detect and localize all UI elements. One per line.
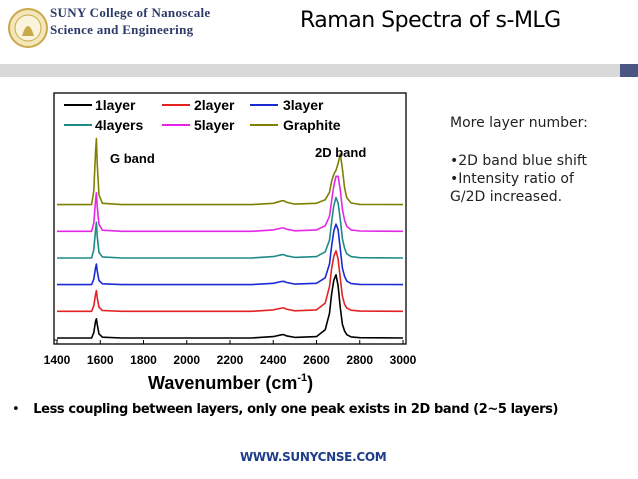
g-band-label: G band (110, 151, 155, 166)
logo-line2: Science and Engineering (50, 22, 194, 37)
x-tick-label: 2000 (173, 353, 200, 367)
side-note: More layer number: •2D band blue shift •… (450, 114, 588, 206)
series-line-5layer (57, 175, 404, 233)
x-tick-label: 3000 (390, 353, 417, 367)
series-line-4layers (57, 196, 404, 259)
legend-label-5layer: 5layer (194, 117, 235, 133)
note-heading: More layer number: (450, 115, 588, 131)
website-link[interactable]: WWW.SUNYCNSE.COM (240, 450, 387, 464)
bottom-bullet-text: Less coupling between layers, only one p… (33, 402, 559, 417)
legend-label-3layer: 3layer (283, 97, 324, 113)
x-tick-label: 1600 (87, 353, 114, 367)
x-tick-label: 1400 (44, 353, 71, 367)
x-axis-label: Wavenumber (cm-1) (148, 372, 313, 393)
legend-label-1layer: 1layer (95, 97, 136, 113)
x-tick-label: 2800 (346, 353, 373, 367)
series-line-graphite (57, 137, 404, 206)
slide-title: Raman Spectra of s-MLG (300, 8, 561, 33)
series-line-1layer (57, 273, 404, 339)
legend: 1layer 2layer 3layer 4layers 5layer Grap… (64, 97, 341, 133)
logo-line1: SUNY College of Nanoscale (50, 5, 211, 20)
band-2d-label: 2D band (315, 145, 366, 160)
note-bullet-2: •Intensity ratio of (450, 171, 574, 187)
x-tick-label: 2600 (303, 353, 330, 367)
legend-label-4layers: 4layers (95, 117, 143, 133)
series-line-2layer (57, 250, 404, 313)
bottom-bullet: • Less coupling between layers, only one … (12, 402, 558, 417)
suny-logo (8, 8, 48, 48)
header-divider (0, 64, 620, 77)
header-accent-square (620, 64, 638, 77)
series-line-3layer (57, 223, 404, 286)
note-bullet-3: G/2D increased. (450, 189, 563, 205)
bullet-dot: • (12, 402, 20, 417)
x-tick-label: 2200 (217, 353, 244, 367)
x-tick-label: 1800 (130, 353, 157, 367)
legend-label-2layer: 2layer (194, 97, 235, 113)
note-bullet-1: •2D band blue shift (450, 153, 588, 169)
x-tick-label: 2400 (260, 353, 287, 367)
logo-text: SUNY College of Nanoscale Science and En… (50, 4, 210, 38)
legend-label-graphite: Graphite (283, 117, 341, 133)
